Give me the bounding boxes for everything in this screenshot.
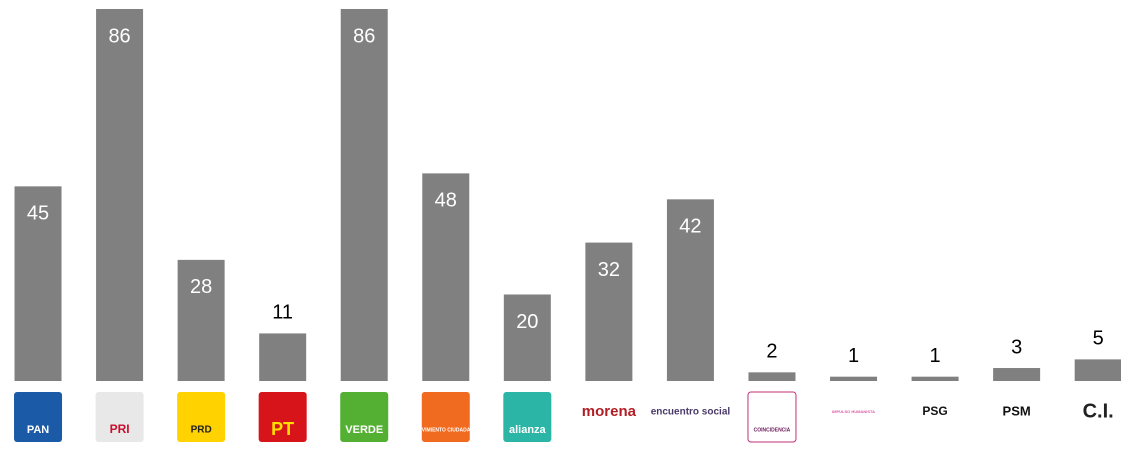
category-label: PRI [110,422,130,436]
value-label: 11 [272,302,293,324]
party-logo [747,391,797,443]
party-logo [177,392,226,442]
category-label: MOVIMIENTO CIUDADANO [414,427,478,433]
bar [503,294,551,381]
category-label: IMPULSO HUMANISTA [832,409,875,414]
value-label: 1 [848,345,859,367]
category-label: C.I. [1083,400,1114,422]
category-label: morena [582,403,637,420]
value-label: 45 [27,203,49,225]
value-label: 28 [190,276,212,298]
bar [96,9,144,381]
value-label: 3 [1011,336,1022,358]
value-label: 86 [108,25,130,47]
category-label: encuentro social [651,407,731,418]
bar [830,376,878,381]
value-label: 20 [516,311,538,333]
category-label: PSG [922,404,947,418]
value-label: 32 [598,259,620,281]
party-logo [14,392,63,442]
party-logo [421,392,470,442]
category-label: COINCIDENCIA [754,427,791,433]
category-label: VERDE [345,424,383,436]
category-label: alianza [509,424,547,436]
bar [585,242,633,381]
bar [340,9,388,381]
bar [748,372,796,381]
value-label: 42 [679,216,701,238]
bar [177,259,225,381]
party-logo [503,392,552,442]
value-label: 5 [1093,328,1104,350]
category-label: PRD [191,425,212,436]
party-logo [340,392,389,442]
value-label: 48 [435,190,457,212]
value-label: 86 [353,25,375,47]
bar [14,186,62,381]
party-logo [95,392,144,442]
category-label: PT [271,419,294,439]
bar [666,199,714,381]
bar [259,333,307,381]
category-label: PAN [27,424,49,436]
bar [422,173,470,381]
category-label: PSM [1003,403,1031,418]
value-label: 1 [930,345,941,367]
bar [911,376,959,381]
bar [993,368,1041,381]
party-logo [258,392,307,442]
bar [1074,359,1121,381]
value-label: 2 [766,341,777,363]
